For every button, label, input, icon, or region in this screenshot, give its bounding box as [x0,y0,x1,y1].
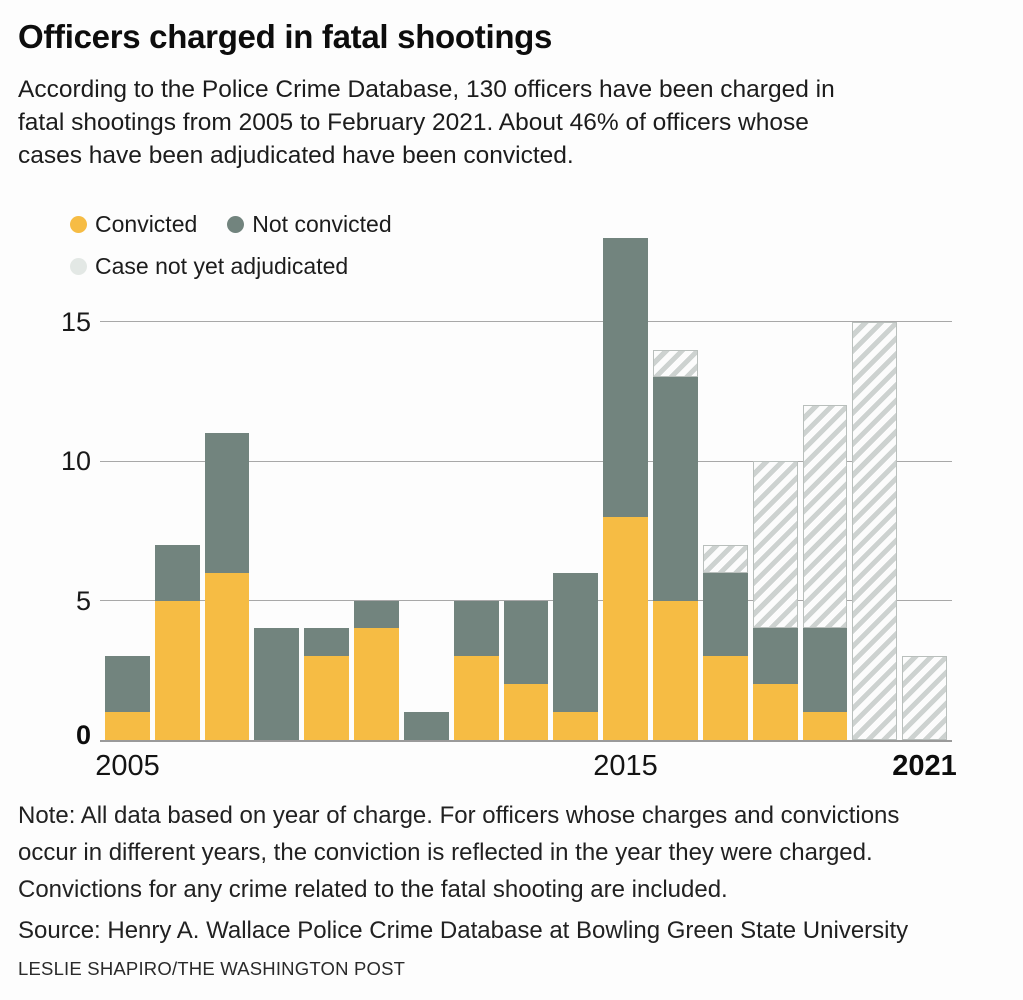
segment-pending-2018 [752,461,798,629]
segment-not_convicted-2009 [304,628,350,657]
y-axis-tick-5: 5 [75,585,91,616]
legend-item-not-convicted: Not convicted [227,210,392,238]
segment-not_convicted-2008 [254,628,300,740]
note-line: Note: All data based on year of charge. … [18,802,900,829]
segment-convicted-2015 [603,516,649,740]
segment-not_convicted-2017 [702,572,748,657]
bar-2005 [105,238,150,740]
segment-not_convicted-2013 [503,600,549,685]
subtitle-line: fatal shootings from 2005 to February 20… [18,109,809,136]
legend-item-convicted: Convicted [70,211,197,238]
convicted-dot-icon [70,215,87,233]
gridline-10 [100,460,952,462]
segment-pending-2016 [653,349,698,378]
bar-2017 [702,238,748,740]
legend-row-2: Case not yet adjudicated [70,252,348,280]
bar-2016 [653,238,698,740]
pending-dot-icon [70,257,87,275]
y-axis-tick-15: 15 [60,306,91,337]
bar-2009 [304,238,350,740]
x-axis-tick-2015: 2015 [593,750,658,782]
gridline-15 [100,321,952,323]
subtitle-line: According to the Police Crime Database, … [18,76,835,103]
segment-convicted-2018 [752,684,798,740]
segment-convicted-2005 [105,712,150,740]
bar-2012 [453,238,499,740]
bar-2020 [852,238,898,740]
bar-2018 [752,238,798,740]
segment-pending-2019 [802,405,848,629]
segment-not_convicted-2015 [603,238,649,517]
y-axis-tick-10: 10 [60,446,91,477]
bars-container [100,238,952,740]
segment-convicted-2012 [453,656,499,740]
segment-convicted-2014 [553,712,599,740]
x-axis-tick-2005: 2005 [95,750,160,782]
segment-not_convicted-2019 [802,628,848,713]
segment-not_convicted-2018 [752,628,798,685]
page-title: Officers charged in fatal shootings [18,18,553,55]
segment-convicted-2009 [304,656,350,740]
bar-2015 [603,238,649,740]
segment-not_convicted-2011 [403,712,449,740]
gridline-5 [100,600,952,602]
byline-credit: LESLIE SHAPIRO/THE WASHINGTON POST [18,958,406,979]
segment-not_convicted-2014 [553,572,599,713]
segment-convicted-2017 [702,656,748,740]
segment-not_convicted-2007 [204,433,250,573]
segment-pending-2020 [852,321,898,740]
legend-label: Case not yet adjudicated [95,252,349,279]
source-line: Source: Henry A. Wallace Police Crime Da… [18,917,909,944]
stacked-bar-chart: 0 5 10 15 2005 2015 2021 [61,238,957,782]
legend-label: Convicted [95,210,198,237]
segment-convicted-2010 [354,628,399,740]
segment-pending-2021 [902,656,948,740]
bar-2013 [503,238,549,740]
note-line: occur in different years, the conviction… [18,839,873,866]
segment-not_convicted-2012 [453,600,499,657]
legend-label: Not convicted [252,210,392,237]
segment-convicted-2016 [653,600,698,740]
segment-convicted-2006 [154,600,200,740]
bar-2006 [154,238,200,740]
y-axis-tick-0: 0 [75,720,91,750]
segment-not_convicted-2005 [105,656,150,713]
bar-2008 [254,238,300,740]
chart-subtitle: According to the Police Crime Database, … [18,73,835,172]
bar-2014 [553,238,599,740]
bar-2021 [902,238,948,740]
segment-pending-2017 [702,544,748,573]
bar-2019 [802,238,848,740]
legend-item-pending: Case not yet adjudicated [70,253,348,280]
bar-2011 [403,238,449,740]
x-axis-tick-2021: 2021 [892,750,957,782]
note-line: Convictions for any crime related to the… [18,876,728,903]
bar-2010 [354,238,399,740]
bar-2007 [204,238,250,740]
segment-not_convicted-2010 [354,600,399,629]
segment-not_convicted-2016 [653,377,698,601]
legend-row-1: Convicted Not convicted [70,210,392,238]
subtitle-line: cases have been adjudicated have been co… [18,142,574,169]
segment-convicted-2007 [204,572,250,740]
not-convicted-dot-icon [227,215,245,233]
chart-note: Note: All data based on year of charge. … [18,797,899,908]
segment-convicted-2013 [503,684,549,740]
segment-not_convicted-2006 [154,544,200,601]
segment-convicted-2019 [802,712,848,740]
